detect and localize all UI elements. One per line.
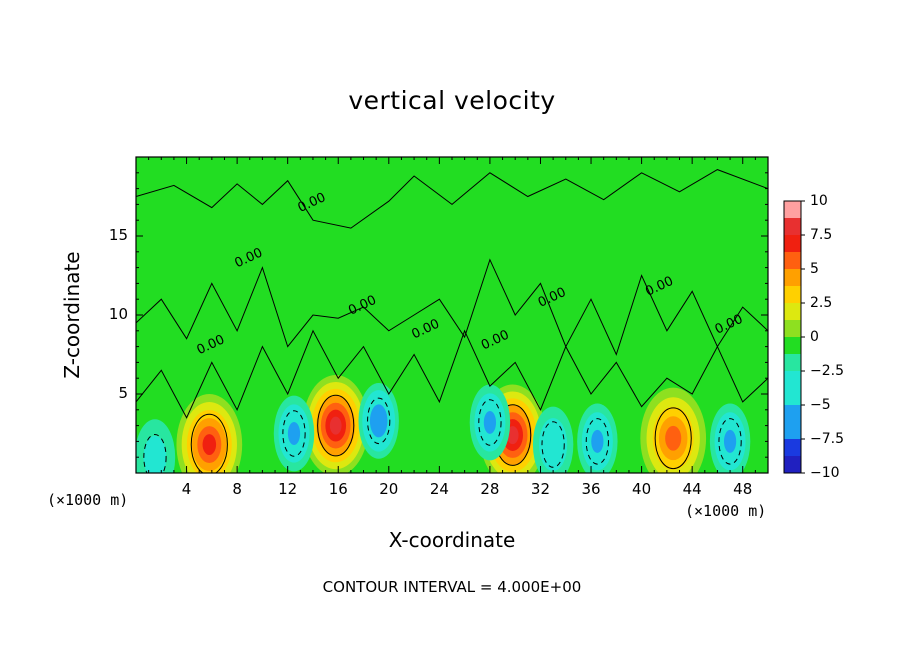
colorbar-swatch [784,371,801,389]
colorbar-swatch [784,320,801,338]
contour-ring-10 [143,433,167,473]
velocity-cell-8-level-3 [591,429,604,453]
velocity-cell-7-level-2 [545,429,562,460]
contour-interval-note: CONTOUR INTERVAL = 4.000E+00 [322,578,582,596]
x-axis-label: X-coordinate [388,528,516,552]
colorbar-label: −7.5 [810,431,844,447]
contour-ring-8 [585,418,609,465]
contour-ring-5 [367,397,391,445]
colorbar-swatch [784,388,801,406]
colorbar-label: 2.5 [810,295,833,311]
velocity-cell-5-level-4 [373,411,384,431]
colorbar-swatch [784,337,801,355]
x-tick-label: 40 [632,480,652,498]
x-tick-label: 48 [733,480,753,498]
contour-ring-4 [282,410,306,457]
velocity-cell-10-level-1 [143,435,167,473]
velocity-cell-3-level-4 [665,425,682,451]
y-tick-label: 10 [108,305,128,323]
x-unit-label-right: (×1000 m) [685,502,767,520]
zero-contour-line-2 [136,329,768,419]
colorbar-label: 10 [810,193,828,209]
x-tick-label: 16 [328,480,348,498]
velocity-cell-4-level-3 [287,422,301,445]
velocity-cell-6-level-3 [483,410,497,434]
x-tick-label: 12 [278,480,298,498]
colorbar-label: 5 [810,261,819,277]
x-tick-label: 36 [581,480,601,498]
contour-ring-9 [718,418,742,465]
y-tick-label: 15 [108,226,128,244]
x-tick-label: 24 [429,480,449,498]
colorbar-swatch [784,218,801,236]
colorbar-swatch [784,422,801,440]
colorbar-swatch [784,201,801,219]
x-tick-label: 8 [232,480,242,498]
colorbar-swatch [784,286,801,304]
contour-ring-0 [190,413,228,473]
velocity-cell-2-level-6 [506,426,519,445]
colorbar-swatch [784,303,801,321]
colorbar-label: 0 [810,329,819,345]
x-tick-label: 28 [480,480,500,498]
colorbar-swatch [784,439,801,457]
colorbar-label: 7.5 [810,227,833,243]
contour-ring-1 [317,394,355,457]
contour-ring-6 [478,399,502,446]
zero-contour-line-0 [136,169,768,229]
x-tick-label: 44 [682,480,702,498]
zero-contour-line-1 [136,258,768,356]
colorbar-swatch [784,456,801,474]
y-tick-label: 5 [118,384,128,402]
x-tick-label: 20 [379,480,399,498]
colorbar-swatch [784,269,801,287]
x-tick-label: 32 [530,480,551,498]
colorbar-swatch [784,354,801,372]
colorbar-label: −10 [810,465,840,481]
colorbar-label: −5 [810,397,831,413]
x-unit-label-left: (×1000 m) [47,491,129,509]
contour-ring-7 [541,421,565,468]
colorbar-swatch [784,405,801,423]
colorbar-label: −2.5 [810,363,844,379]
velocity-cell-9-level-3 [723,429,737,453]
velocity-cell-1-level-6 [329,416,342,435]
velocity-cell-0-level-5 [202,434,217,455]
contour-ring-3 [654,407,692,470]
chart-title: vertical velocity [348,86,556,115]
x-tick-label: 4 [181,480,192,498]
colorbar-swatch [784,252,801,270]
colorbar-swatch [784,235,801,253]
